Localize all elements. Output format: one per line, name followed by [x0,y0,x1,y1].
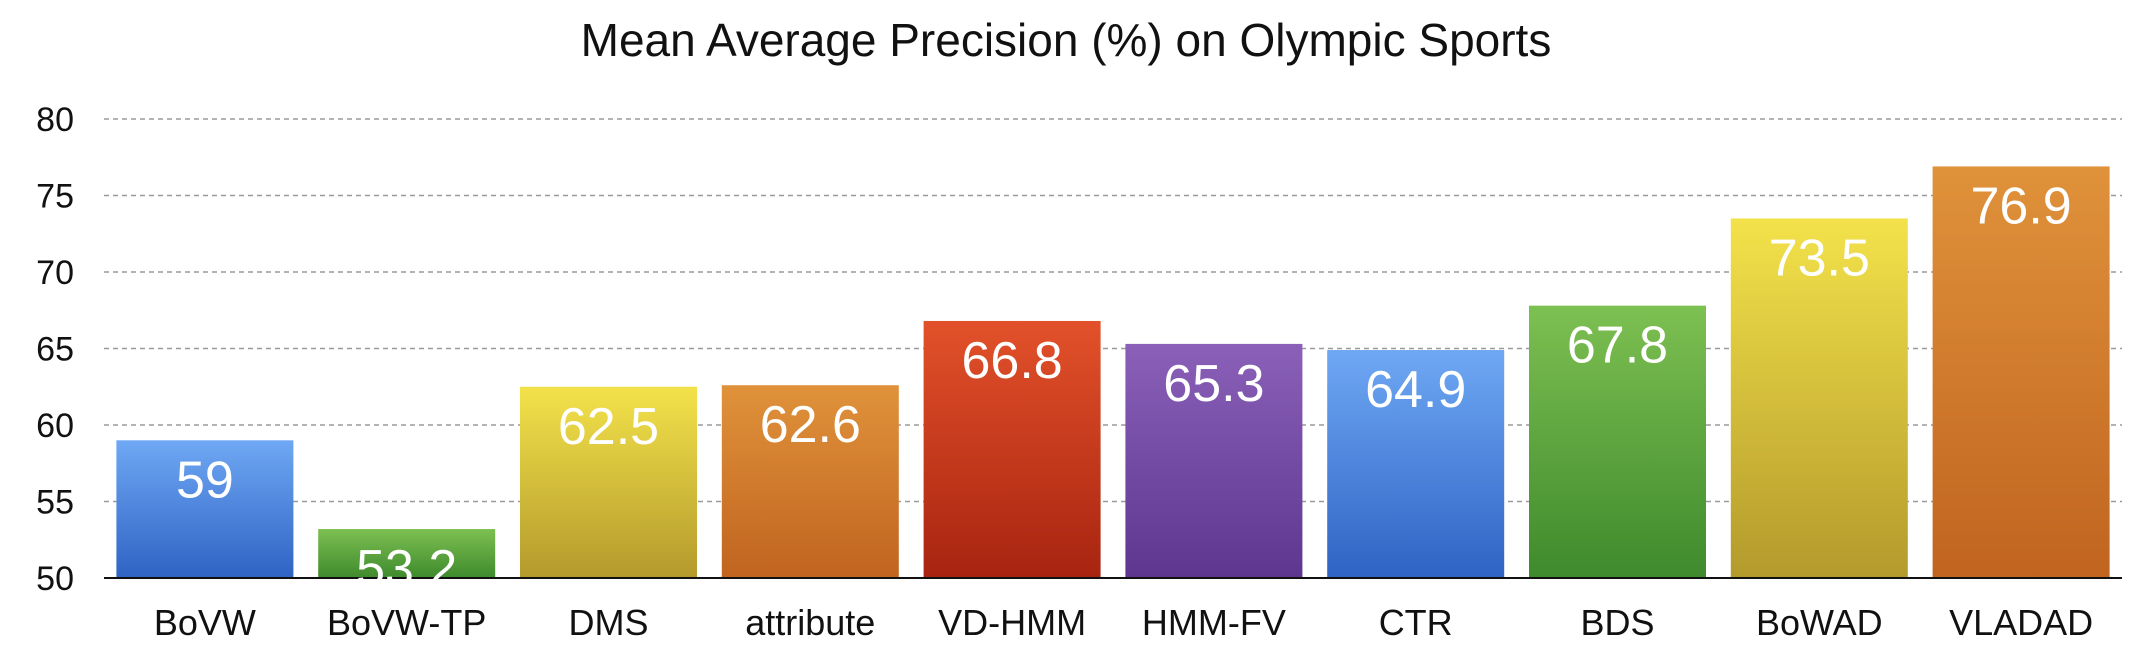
y-tick-label: 70 [36,254,74,292]
bar-vladad [1932,166,2110,578]
x-tick-label: VD-HMM [938,602,1086,643]
x-tick-label: BDS [1580,602,1654,643]
bar-attribute [721,385,899,578]
x-tick-label: BoVW [154,602,256,643]
bars [116,166,2110,578]
bar-bowad [1730,218,1908,578]
data-label: 62.5 [558,398,659,456]
data-label: 64.9 [1365,361,1466,419]
bar-dms [520,386,697,578]
bar-bovw [116,440,294,578]
x-tick-label: BoVW-TP [327,602,486,643]
x-tick-label: DMS [569,602,649,643]
x-tick-label: CTR [1379,602,1453,643]
x-tick-label: VLADAD [1949,602,2093,643]
y-tick-label: 80 [36,101,74,139]
y-tick-label: 55 [36,484,74,522]
y-tick-label: 75 [36,178,74,216]
y-axis-ticks: 50 55 60 65 70 75 80 [36,101,74,598]
bar-bds [1529,305,1706,578]
x-tick-label: BoWAD [1756,602,1883,643]
data-label: 53.2 [356,540,457,598]
chart-title: Mean Average Precision (%) on Olympic Sp… [581,14,1552,66]
y-tick-label: 50 [36,560,74,598]
x-tick-label: HMM-FV [1142,602,1286,643]
data-label: 66.8 [961,332,1062,390]
data-label: 67.8 [1567,317,1668,375]
data-label: 73.5 [1769,229,1870,287]
x-axis-categories: BoVW BoVW-TP DMS attribute VD-HMM HMM-FV CTR BD… [154,602,2093,643]
bar-bovw-tp [318,529,496,578]
bar-hmm-fv [1125,343,1303,578]
y-tick-label: 65 [36,331,74,369]
data-labels: 59 53.2 62.5 62.6 66.8 65.3 64.9 67.8 73.5 76.9 [176,177,2072,598]
bar-vd-hmm [923,320,1101,578]
data-label: 62.6 [760,396,861,454]
bar-ctr [1327,350,1505,578]
data-label: 59 [176,451,234,509]
y-tick-label: 60 [36,407,74,445]
gridlines [104,118,2122,503]
x-tick-label: attribute [745,602,875,643]
data-label: 76.9 [1970,177,2071,235]
data-label: 65.3 [1163,355,1264,413]
